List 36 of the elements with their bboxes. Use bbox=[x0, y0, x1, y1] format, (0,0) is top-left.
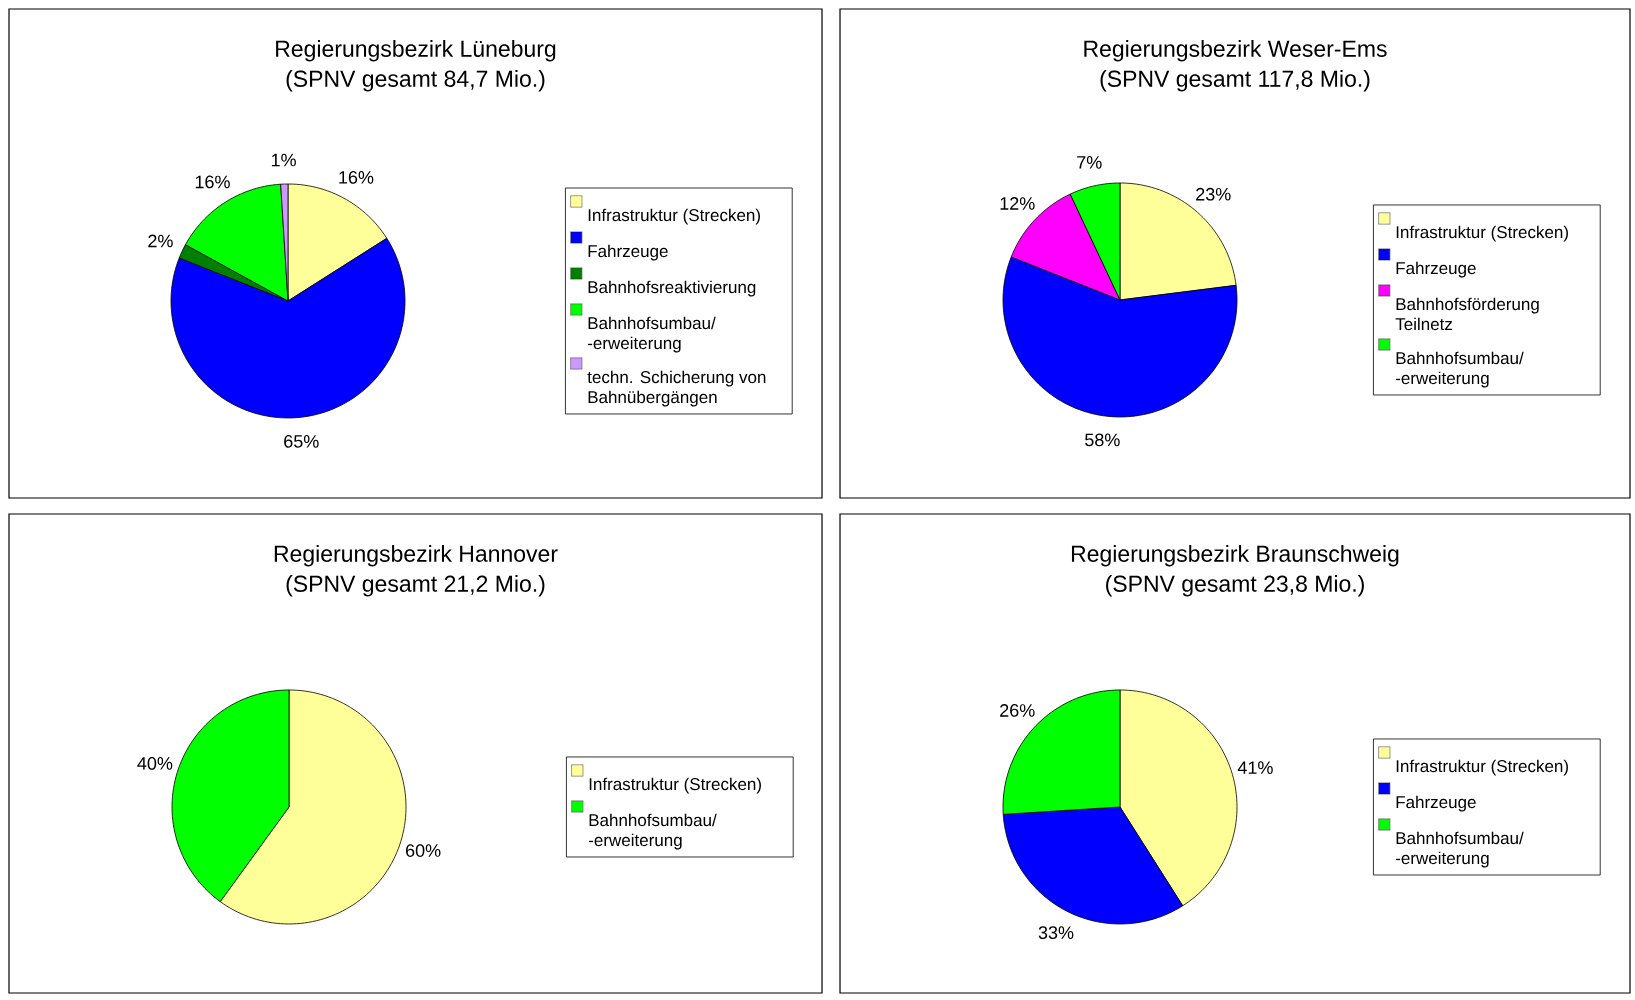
data-label: 2% bbox=[148, 234, 173, 248]
data-label: 26% bbox=[1000, 704, 1035, 717]
legend-label: Fahrzeuge bbox=[1396, 261, 1476, 278]
legend-label: Infrastruktur (Strecken) bbox=[588, 208, 760, 225]
data-label: 16% bbox=[195, 175, 230, 189]
data-label: 7% bbox=[1077, 156, 1102, 169]
data-label: 40% bbox=[137, 757, 173, 770]
legend-label: Fahrzeuge bbox=[1396, 795, 1476, 812]
chart-subtitle: (SPNV gesamt 84,7 Mio.) bbox=[286, 70, 545, 92]
legend-label: Fahrzeuge bbox=[588, 244, 668, 261]
data-label: 1% bbox=[271, 153, 296, 167]
chart-subtitle: (SPNV gesamt 21,2 Mio.) bbox=[286, 575, 545, 597]
chart-title: Regierungsbezirk Braunschweig bbox=[1071, 545, 1399, 567]
chart-title: Regierungsbezirk Hannover bbox=[274, 545, 558, 567]
chart-subtitle: (SPNV gesamt 23,8 Mio.) bbox=[1106, 575, 1364, 597]
legend-label: Infrastruktur (Strecken) bbox=[1396, 759, 1568, 776]
chart-title: Regierungsbezirk Weser-Ems bbox=[1084, 40, 1387, 62]
data-label: 16% bbox=[339, 171, 374, 184]
data-label: 12% bbox=[1000, 197, 1035, 210]
data-label: 41% bbox=[1237, 761, 1273, 774]
legend-label: Bahnhofsreaktivierung bbox=[588, 280, 756, 297]
chart-title: Regierungsbezirk Lüneburg bbox=[276, 40, 556, 62]
data-label: 65% bbox=[284, 434, 319, 448]
legend-label: Infrastruktur (Strecken) bbox=[1396, 225, 1568, 242]
legend-label: Bahnhofsförderung Teilnetz bbox=[1395, 297, 1539, 331]
data-label: 33% bbox=[1038, 926, 1074, 939]
legend-label: Bahnhofsumbau/ -erweiterung bbox=[1395, 351, 1524, 388]
legend-label: Bahnhofsumbau/ -erweiterung bbox=[587, 316, 716, 353]
legend-label: techn. Schicherung von Bahnübergängen bbox=[587, 370, 766, 407]
data-label: 60% bbox=[406, 844, 441, 857]
data-label: 58% bbox=[1085, 433, 1120, 447]
chart-subtitle: (SPNV gesamt 117,8 Mio.) bbox=[1100, 70, 1370, 92]
legend-label: Bahnhofsumbau/ -erweiterung bbox=[1395, 831, 1524, 868]
data-label: 23% bbox=[1196, 187, 1231, 201]
legend-label: Infrastruktur (Strecken) bbox=[589, 777, 761, 794]
legend-label: Bahnhofsumbau/ -erweiterung bbox=[588, 813, 717, 850]
